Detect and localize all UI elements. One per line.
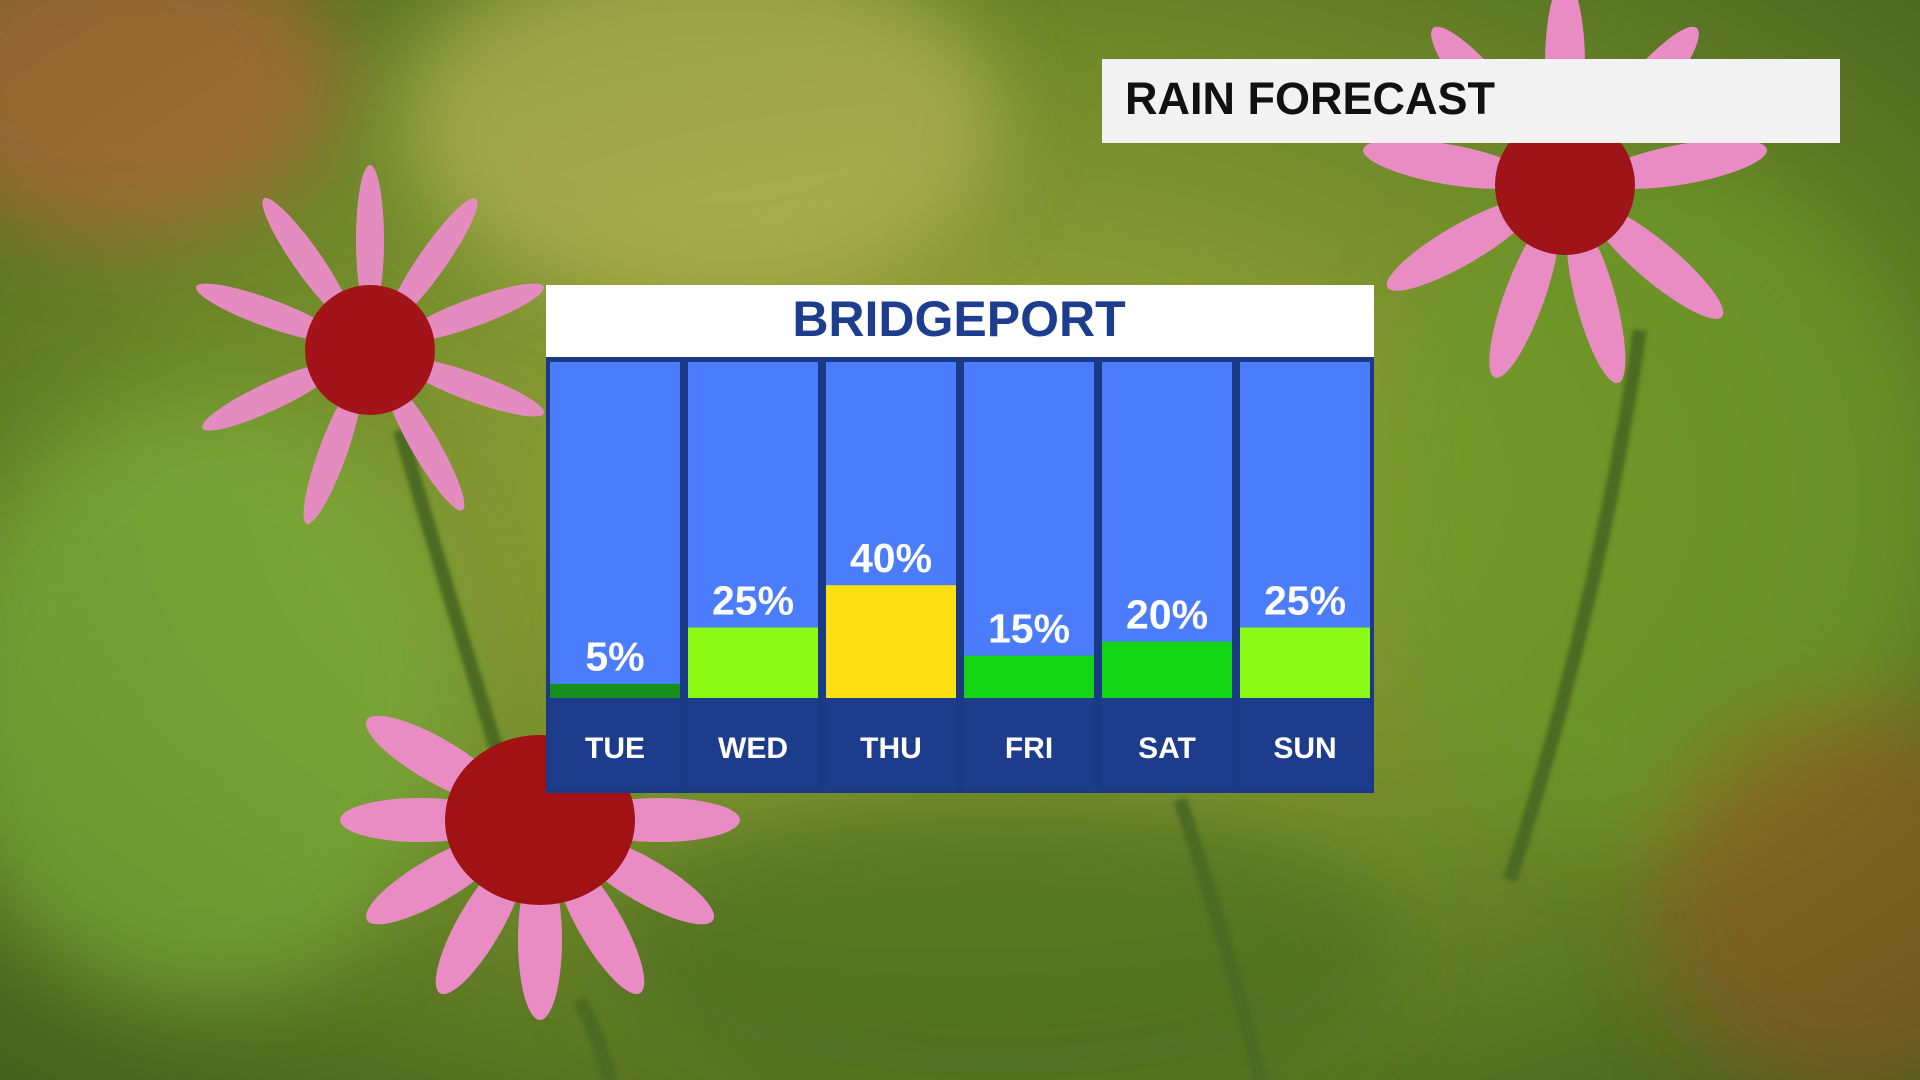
value-label: 5%: [585, 634, 644, 680]
bar: [688, 627, 818, 698]
forecast-panel: BRIDGEPORT 5% TUE 25% WED 40% THU 15% FRI 20% SAT…: [546, 285, 1374, 793]
value-label: 40%: [850, 535, 932, 581]
bar: [550, 683, 680, 698]
x-tick-label: TUE: [585, 732, 645, 765]
chart-subtitle: BRIDGEPORT: [792, 291, 1125, 347]
subtitle-background: [546, 285, 1374, 357]
value-label: 15%: [988, 606, 1070, 652]
column-background: [550, 362, 680, 698]
x-tick-label: SUN: [1273, 732, 1336, 765]
title-background: [1102, 59, 1840, 143]
bar: [826, 585, 956, 698]
bar: [1102, 641, 1232, 698]
value-label: 20%: [1126, 591, 1208, 637]
bar: [964, 655, 1094, 698]
title-box: RAIN FORECAST: [1102, 59, 1840, 143]
x-tick-label: FRI: [1005, 732, 1053, 765]
value-label: 25%: [712, 577, 794, 623]
day-cell: [1240, 698, 1370, 790]
x-tick-label: SAT: [1138, 732, 1196, 765]
x-tick-label: THU: [860, 732, 922, 765]
flower: [195, 165, 545, 525]
bar: [1240, 627, 1370, 698]
panel-frame: [546, 285, 1374, 793]
chart-title: RAIN FORECAST: [1125, 73, 1495, 124]
day-cell: [826, 698, 956, 790]
day-cell: [550, 698, 680, 790]
day-cell: [964, 698, 1094, 790]
value-label: 25%: [1264, 577, 1346, 623]
day-cell: [1102, 698, 1232, 790]
x-tick-label: WED: [718, 732, 788, 765]
column-background: [964, 362, 1094, 698]
day-cell: [688, 698, 818, 790]
